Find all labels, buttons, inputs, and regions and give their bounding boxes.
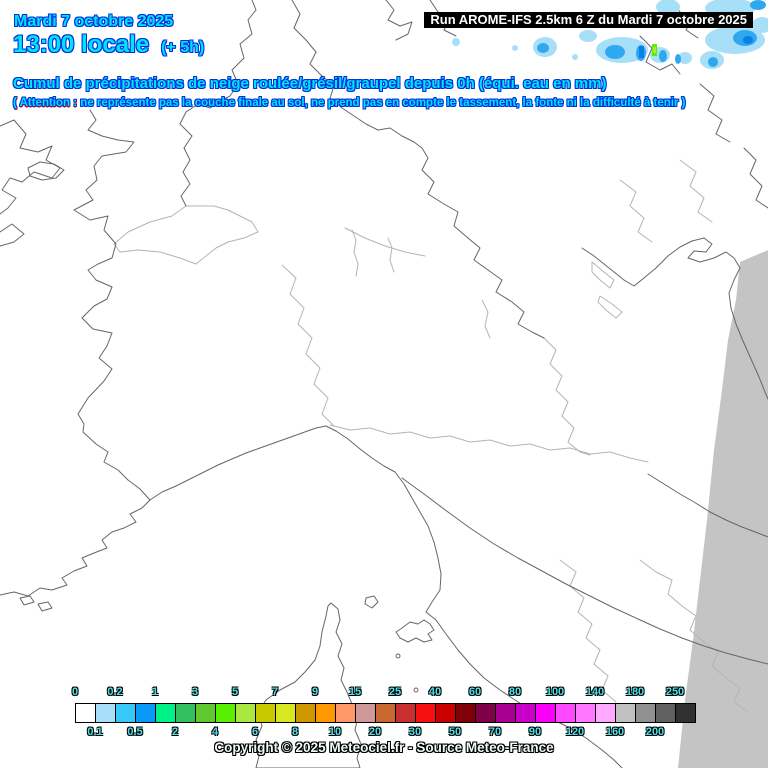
- legend-cell: [555, 703, 576, 723]
- legend-label: 30: [408, 726, 422, 738]
- legend-cell: [455, 703, 476, 723]
- legend-label: 40: [428, 686, 442, 698]
- legend-cell: [255, 703, 276, 723]
- legend-cell: [655, 703, 676, 723]
- region-borders: [113, 159, 749, 713]
- legend-label: 20: [368, 726, 382, 738]
- legend-cell: [215, 703, 236, 723]
- legend-cell: [95, 703, 116, 723]
- legend-cell: [595, 703, 616, 723]
- legend-cell: [635, 703, 656, 723]
- legend-cell: [335, 703, 356, 723]
- legend-label: 1: [151, 686, 159, 698]
- legend-label: 50: [448, 726, 462, 738]
- date-label: Mardi 7 octobre 2025: [14, 13, 174, 30]
- legend-label: 3: [191, 686, 199, 698]
- legend-label: 25: [388, 686, 402, 698]
- time-label: 13:00 locale: [13, 31, 150, 58]
- legend-cell: [295, 703, 316, 723]
- legend-cell: [495, 703, 516, 723]
- legend-label: 7: [271, 686, 279, 698]
- run-info-box: Run AROME-IFS 2.5km 6 Z du Mardi 7 octob…: [424, 12, 753, 28]
- legend-bar: [75, 703, 696, 723]
- legend-label: 100: [545, 686, 565, 698]
- time-row: 13:00 locale (+ 5h): [13, 31, 204, 59]
- legend-label: 6: [251, 726, 259, 738]
- legend-label: 5: [231, 686, 239, 698]
- legend-label: 80: [508, 686, 522, 698]
- legend-label: 0.1: [87, 726, 103, 738]
- precip-scale-legend: 0 0.2 1 3 5 7 9 15 25 40 60 80 100 140 180 250 0.1 0.5 2 4…: [71, 686, 696, 746]
- legend-label: 250: [665, 686, 685, 698]
- legend-label: 9: [311, 686, 319, 698]
- legend-cell: [615, 703, 636, 723]
- warning-prefix: ( Attention :: [13, 97, 78, 109]
- legend-cell: [75, 703, 96, 723]
- legend-cell: [315, 703, 336, 723]
- precip-heavy-patches: [639, 36, 753, 58]
- legend-label: 120: [565, 726, 585, 738]
- legend-cell: [175, 703, 196, 723]
- copyright-label: Copyright © 2025 Meteociel.fr - Source M…: [214, 740, 554, 755]
- legend-cell: [415, 703, 436, 723]
- legend-label: 0.5: [127, 726, 143, 738]
- legend-cell: [275, 703, 296, 723]
- precip-yellow-green-core: [653, 47, 656, 53]
- legend-label: 160: [605, 726, 625, 738]
- legend-cell: [195, 703, 216, 723]
- legend-cell: [375, 703, 396, 723]
- legend-label: 200: [645, 726, 665, 738]
- legend-cell: [535, 703, 556, 723]
- legend-label: 0: [71, 686, 79, 698]
- legend-top-labels: 0 0.2 1 3 5 7 9 15 25 40 60 80 100 140 180 250: [71, 686, 696, 700]
- legend-cell: [435, 703, 456, 723]
- legend-label: 70: [488, 726, 502, 738]
- legend-label: 60: [468, 686, 482, 698]
- legend-cell: [475, 703, 496, 723]
- legend-label: 15: [348, 686, 362, 698]
- legend-bottom-labels: 0.1 0.5 2 4 6 8 10 20 30 50 70 90 120 160 200: [75, 726, 696, 740]
- legend-cell: [155, 703, 176, 723]
- legend-cell: [355, 703, 376, 723]
- precip-light-patches: [452, 0, 768, 69]
- legend-label: 140: [585, 686, 605, 698]
- legend-label: 90: [528, 726, 542, 738]
- legend-cell: [135, 703, 156, 723]
- legend-cell: [675, 703, 696, 723]
- warning-text: ne représente pas la couche finale au so…: [77, 97, 686, 109]
- map-title: Cumul de précipitations de neige roulée/…: [13, 75, 607, 92]
- legend-cell: [115, 703, 136, 723]
- legend-cell: [235, 703, 256, 723]
- legend-cell: [575, 703, 596, 723]
- legend-label: 10: [328, 726, 342, 738]
- legend-label: 0.2: [107, 686, 123, 698]
- legend-cell: [515, 703, 536, 723]
- legend-label: 2: [171, 726, 179, 738]
- time-offset-label: (+ 5h): [161, 39, 205, 56]
- legend-label: 8: [291, 726, 299, 738]
- legend-label: 4: [211, 726, 219, 738]
- legend-label: 180: [625, 686, 645, 698]
- map-warning: ( Attention : ne représente pas la couch…: [13, 97, 685, 109]
- legend-cell: [395, 703, 416, 723]
